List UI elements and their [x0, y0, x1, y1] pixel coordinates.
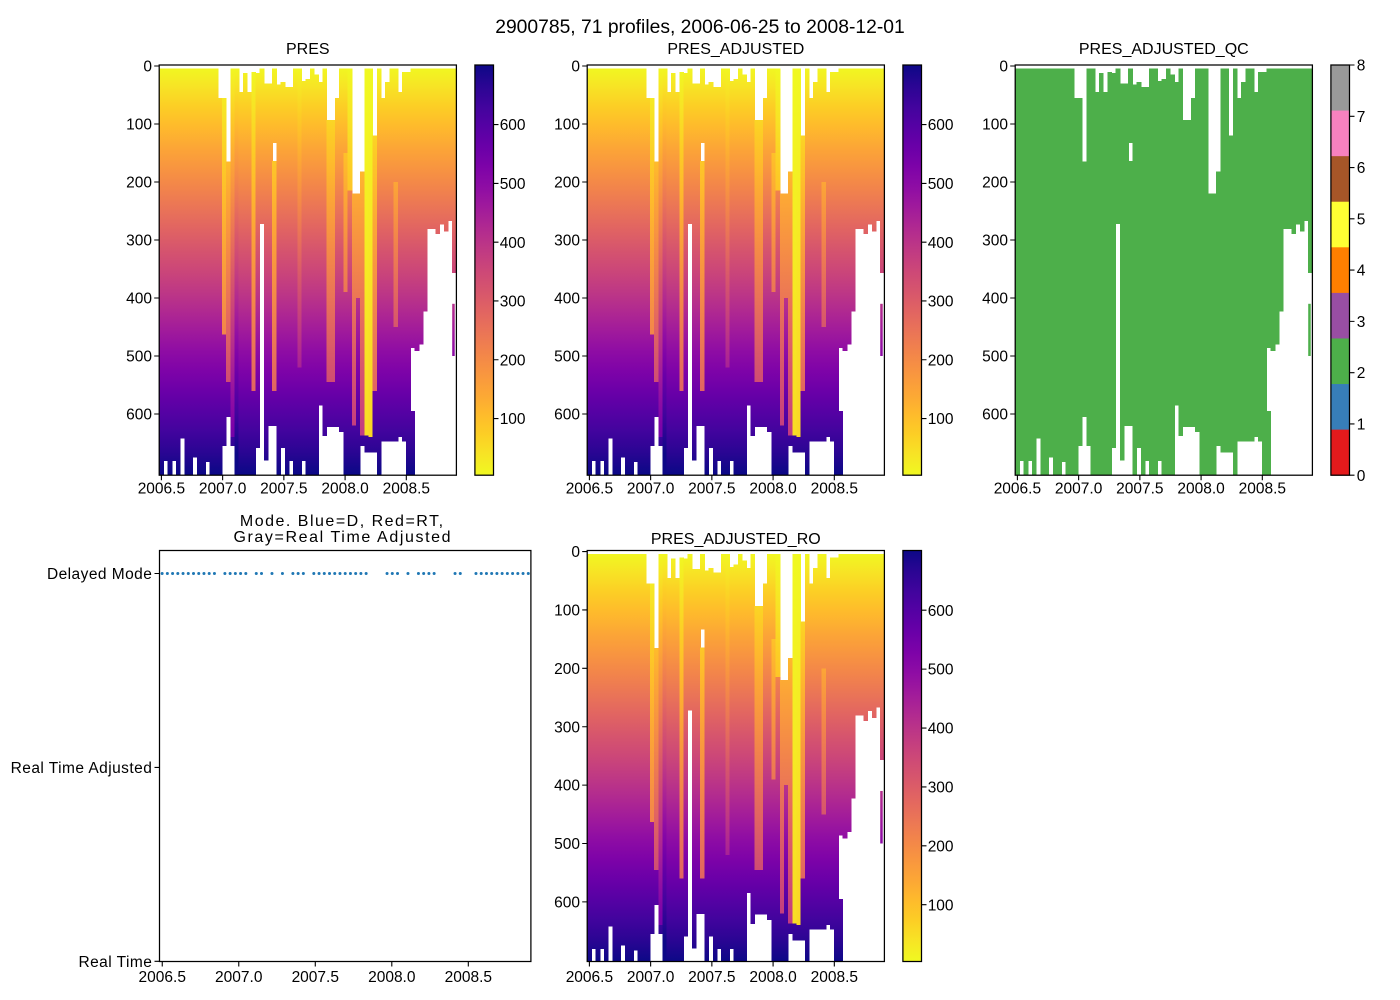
- svg-text:2900785, 71 profiles, 2006-06-: 2900785, 71 profiles, 2006-06-25 to 2008…: [495, 17, 905, 38]
- svg-text:500: 500: [982, 349, 1008, 366]
- svg-text:Gray=Real Time Adjusted: Gray=Real Time Adjusted: [233, 529, 452, 546]
- svg-text:3: 3: [1357, 314, 1366, 331]
- svg-text:400: 400: [928, 235, 954, 252]
- svg-text:500: 500: [500, 176, 526, 193]
- svg-text:200: 200: [126, 175, 152, 192]
- svg-text:400: 400: [500, 235, 526, 252]
- svg-text:2006.5: 2006.5: [138, 481, 185, 498]
- svg-text:2008.0: 2008.0: [1177, 481, 1225, 498]
- svg-text:2008.0: 2008.0: [749, 969, 797, 986]
- svg-text:2008.0: 2008.0: [749, 481, 797, 498]
- svg-text:600: 600: [554, 407, 580, 424]
- svg-text:600: 600: [928, 603, 954, 620]
- svg-text:600: 600: [928, 117, 954, 134]
- svg-text:100: 100: [928, 411, 954, 428]
- svg-text:600: 600: [126, 407, 152, 424]
- svg-text:600: 600: [982, 407, 1008, 424]
- svg-text:500: 500: [554, 836, 580, 853]
- svg-text:6: 6: [1357, 160, 1366, 177]
- svg-text:2006.5: 2006.5: [566, 481, 613, 498]
- svg-text:PRES_ADJUSTED_QC: PRES_ADJUSTED_QC: [1079, 41, 1249, 58]
- svg-text:Delayed Mode: Delayed Mode: [47, 566, 152, 583]
- svg-text:2007.5: 2007.5: [688, 481, 735, 498]
- svg-text:2007.0: 2007.0: [627, 969, 675, 986]
- svg-text:8: 8: [1357, 58, 1366, 75]
- svg-text:100: 100: [982, 117, 1008, 134]
- svg-text:200: 200: [928, 838, 954, 855]
- svg-text:400: 400: [126, 291, 152, 308]
- svg-text:100: 100: [126, 117, 152, 134]
- svg-text:500: 500: [554, 349, 580, 366]
- svg-text:300: 300: [928, 294, 954, 311]
- svg-text:Real Time Adjusted: Real Time Adjusted: [11, 760, 153, 777]
- svg-text:PRES: PRES: [286, 41, 330, 58]
- svg-text:0: 0: [143, 59, 152, 76]
- svg-text:0: 0: [571, 59, 580, 76]
- svg-text:1: 1: [1357, 417, 1366, 434]
- svg-text:200: 200: [982, 175, 1008, 192]
- svg-text:500: 500: [928, 662, 954, 679]
- svg-text:2007.0: 2007.0: [1055, 481, 1103, 498]
- svg-text:300: 300: [928, 780, 954, 797]
- svg-text:200: 200: [554, 661, 580, 678]
- svg-text:2008.0: 2008.0: [368, 969, 416, 986]
- svg-text:100: 100: [500, 411, 526, 428]
- svg-text:300: 300: [500, 294, 526, 311]
- svg-text:300: 300: [126, 233, 152, 250]
- svg-text:600: 600: [554, 895, 580, 912]
- svg-text:200: 200: [554, 175, 580, 192]
- svg-text:0: 0: [999, 59, 1008, 76]
- svg-text:5: 5: [1357, 211, 1366, 228]
- svg-text:PRES_ADJUSTED: PRES_ADJUSTED: [667, 41, 804, 58]
- svg-text:2006.5: 2006.5: [566, 969, 613, 986]
- svg-text:200: 200: [500, 352, 526, 369]
- svg-text:400: 400: [554, 778, 580, 795]
- svg-text:100: 100: [554, 117, 580, 134]
- svg-text:300: 300: [554, 719, 580, 736]
- svg-text:500: 500: [928, 176, 954, 193]
- svg-text:Real Time: Real Time: [78, 954, 152, 971]
- svg-text:2006.5: 2006.5: [994, 481, 1041, 498]
- svg-text:7: 7: [1357, 109, 1366, 126]
- svg-text:100: 100: [554, 603, 580, 620]
- svg-text:400: 400: [928, 721, 954, 738]
- svg-text:2007.5: 2007.5: [1116, 481, 1163, 498]
- svg-text:300: 300: [982, 233, 1008, 250]
- svg-text:2008.5: 2008.5: [383, 481, 430, 498]
- svg-text:2007.0: 2007.0: [627, 481, 675, 498]
- svg-text:4: 4: [1357, 263, 1366, 280]
- svg-text:0: 0: [1357, 468, 1366, 485]
- svg-text:2006.5: 2006.5: [139, 969, 186, 986]
- svg-text:2007.0: 2007.0: [199, 481, 247, 498]
- svg-text:500: 500: [126, 349, 152, 366]
- svg-text:2: 2: [1357, 365, 1366, 382]
- svg-text:2008.5: 2008.5: [811, 481, 858, 498]
- svg-text:2007.5: 2007.5: [292, 969, 339, 986]
- svg-text:100: 100: [928, 897, 954, 914]
- svg-text:2008.5: 2008.5: [445, 969, 492, 986]
- svg-text:PRES_ADJUSTED_RO: PRES_ADJUSTED_RO: [651, 531, 821, 548]
- svg-text:400: 400: [982, 291, 1008, 308]
- svg-text:200: 200: [928, 352, 954, 369]
- svg-text:2008.0: 2008.0: [321, 481, 369, 498]
- svg-text:2007.5: 2007.5: [260, 481, 307, 498]
- svg-text:2007.5: 2007.5: [688, 969, 735, 986]
- svg-text:600: 600: [500, 117, 526, 134]
- svg-text:400: 400: [554, 291, 580, 308]
- svg-text:2008.5: 2008.5: [811, 969, 858, 986]
- svg-text:300: 300: [554, 233, 580, 250]
- svg-text:2007.0: 2007.0: [215, 969, 263, 986]
- svg-text:0: 0: [571, 544, 580, 561]
- svg-text:2008.5: 2008.5: [1239, 481, 1286, 498]
- svg-text:Mode. Blue=D, Red=RT,: Mode. Blue=D, Red=RT,: [240, 513, 445, 530]
